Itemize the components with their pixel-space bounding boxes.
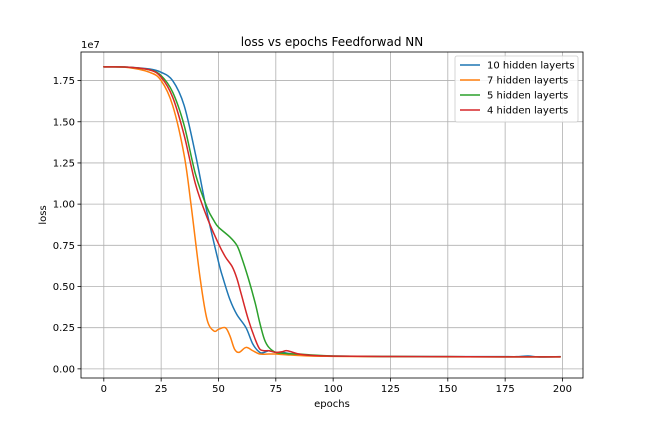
y-tick-label: 0.75 (53, 241, 75, 252)
x-axis-label: epochs (314, 399, 350, 410)
legend-label: 7 hidden layerts (487, 76, 568, 87)
y-tick-label: 0.25 (53, 323, 75, 334)
chart-title: loss vs epochs Feedforwad NN (241, 35, 423, 49)
series-line-3 (103, 66, 561, 358)
x-tick-label: 75 (269, 384, 282, 395)
series-lines (103, 66, 561, 358)
x-tick-label: 50 (212, 384, 225, 395)
legend-label: 10 hidden layerts (487, 61, 575, 72)
legend-label: 5 hidden layerts (487, 91, 568, 102)
x-tick-label: 0 (101, 384, 107, 395)
x-tick-label: 200 (553, 384, 572, 395)
y-tick-label: 1.75 (53, 76, 75, 87)
y-tick-label: 1.00 (53, 200, 75, 211)
x-tick-label: 150 (438, 384, 457, 395)
y-offset-label: 1e7 (81, 40, 100, 51)
ticks: 0 25 50 75 100 125 150 175 200 0.00 0.25 0.50 0.75 1.… (53, 76, 572, 395)
x-tick-label: 100 (324, 384, 343, 395)
x-tick-label: 175 (496, 384, 515, 395)
y-tick-label: 0.00 (53, 364, 75, 375)
x-tick-label: 25 (155, 384, 168, 395)
legend-box (454, 55, 579, 123)
plot-frame (80, 51, 584, 379)
x-tick-label: 125 (381, 384, 400, 395)
y-tick-label: 1.25 (53, 158, 75, 169)
y-tick-label: 1.50 (53, 117, 75, 128)
y-tick-label: 0.50 (53, 282, 75, 293)
legend: 10 hidden layerts 7 hidden layerts 5 hidde… (454, 55, 579, 123)
legend-label: 4 hidden layerts (487, 106, 568, 117)
y-axis-label: loss (38, 205, 49, 224)
